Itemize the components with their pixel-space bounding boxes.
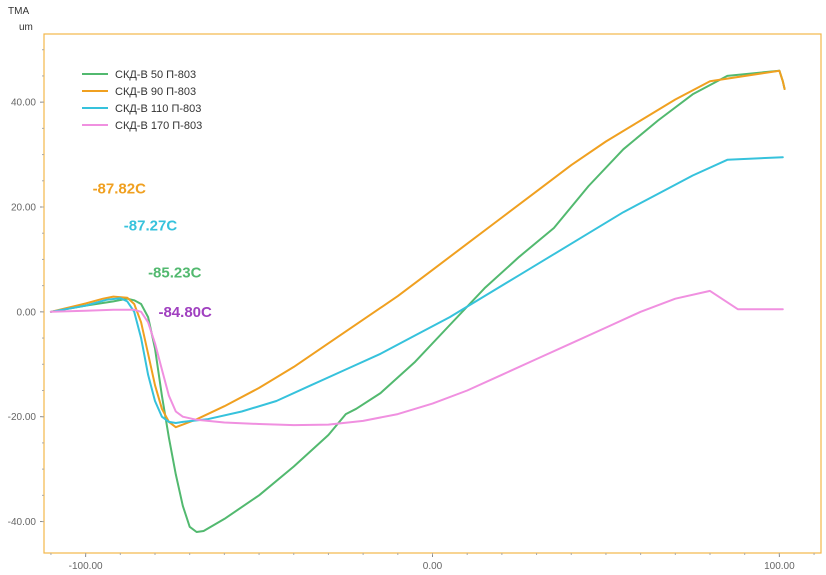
x-tick-label: 0.00 [423, 561, 443, 572]
plot-area: 40.00 20.00 0.00 -20.00 -40.00 -100.00 0.00 100… [8, 33, 822, 572]
y-tick-label: -40.00 [8, 517, 37, 528]
legend-label: СКД-В 110 П-803 [115, 103, 201, 115]
y-tick-label: 20.00 [11, 203, 36, 214]
x-tick-label: -100.00 [69, 561, 103, 572]
annotations: -87.82C -87.27C -85.23C -84.80C [93, 181, 212, 321]
temperature-annotation: -85.23C [148, 265, 202, 282]
y-axis-unit: um [19, 22, 33, 33]
x-tick-label: 100.00 [764, 561, 795, 572]
series-line-4 [49, 289, 784, 427]
legend-label: СКД-В 170 П-803 [115, 120, 202, 132]
temperature-annotation: -84.80C [158, 304, 212, 321]
y-tick-label: 0.00 [17, 307, 37, 318]
legend-label: СКД-В 90 П-803 [115, 86, 196, 98]
series-line-2 [49, 69, 786, 429]
y-tick-label: -20.00 [8, 412, 37, 423]
series-line-1 [49, 69, 786, 533]
temperature-annotation: -87.82C [93, 181, 147, 198]
temperature-annotation: -87.27C [124, 217, 178, 234]
y-axis-title: TMA [8, 6, 29, 17]
legend-label: СКД-В 50 П-803 [115, 69, 196, 81]
legend: СКД-В 50 П-803 СКД-В 90 П-803 СКД-В 110 П-… [82, 69, 202, 132]
y-tick-label: 40.00 [11, 98, 36, 109]
